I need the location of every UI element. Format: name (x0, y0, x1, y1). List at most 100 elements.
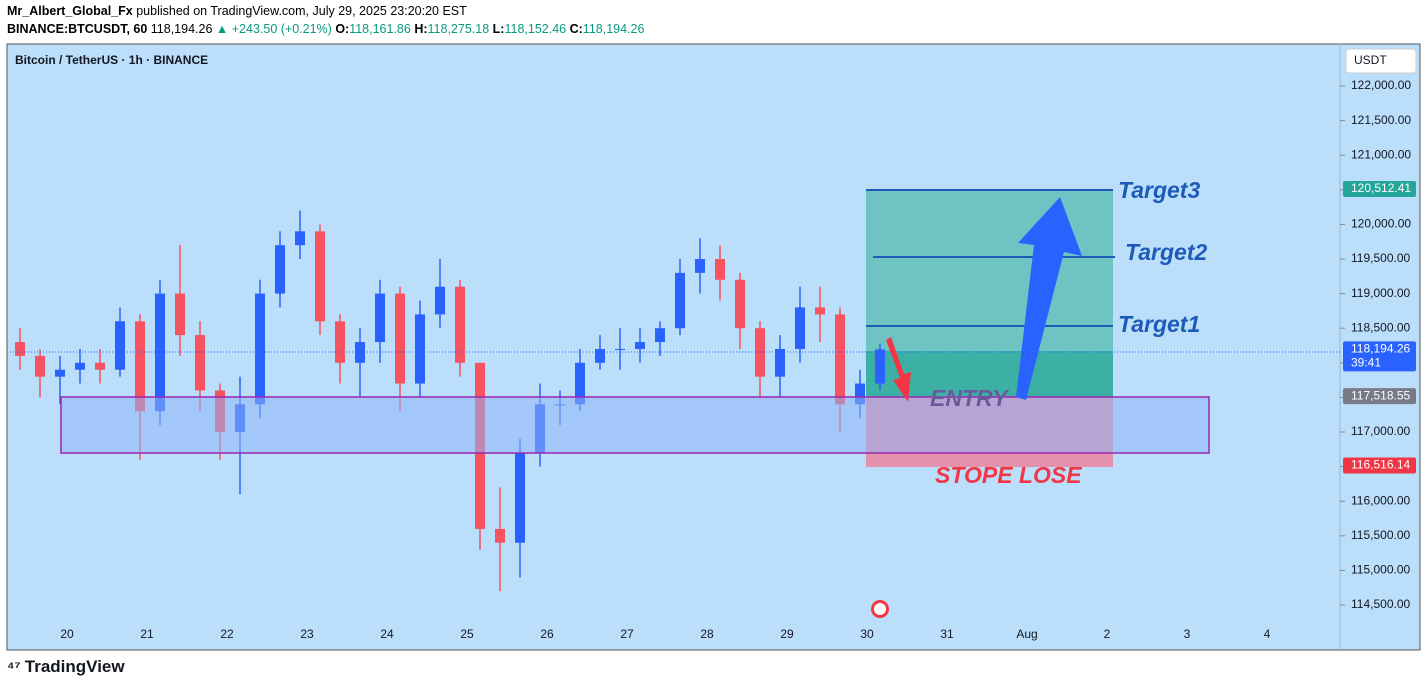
candle-body (595, 348, 605, 363)
y-tick-label: 115,500.00 (1351, 528, 1410, 542)
candle-body (335, 321, 345, 363)
x-tick-label: 29 (780, 627, 794, 641)
candle-body (35, 355, 45, 377)
candle-body (135, 321, 145, 412)
ohlc-value: 118,161.86 (349, 22, 411, 36)
x-tick-label: 26 (540, 627, 554, 641)
y-tick-label: 121,500.00 (1351, 113, 1411, 127)
symbol: BINANCE:BTCUSDT, 60 (7, 22, 147, 36)
price-tag (1343, 457, 1416, 474)
header-line: Mr_Albert_Global_Fx published on Trading… (7, 4, 467, 18)
candle-body (55, 369, 65, 377)
up-arrow (1016, 197, 1082, 400)
y-tick-label: 120,000.00 (1351, 217, 1411, 231)
price-tag-timer: 39:41 (1351, 356, 1381, 370)
candle-body (95, 362, 105, 370)
brand-logo: ⁴⁷ (7, 659, 25, 676)
ohlc-key: L: (493, 22, 505, 36)
price-tag-label: 120,512.41 (1351, 181, 1411, 195)
y-tick-label: 119,500.00 (1351, 251, 1410, 265)
currency: USDT (1354, 53, 1387, 67)
candle-body (855, 383, 865, 405)
candle-body (295, 231, 305, 246)
candle-body (675, 272, 685, 329)
candle-body (115, 321, 125, 370)
x-tick-label: 23 (300, 627, 314, 641)
x-tick-label: 27 (620, 627, 634, 641)
stop-label: STOPE LOSE (935, 462, 1082, 488)
event-icon-inner (874, 603, 886, 615)
ohlc-value: 118,152.46 (504, 22, 566, 36)
last-price: 118,194.26 (151, 22, 213, 36)
price-tag (1343, 180, 1416, 197)
symbol-line: BINANCE:BTCUSDT, 60 118,194.26 ▲ +243.50… (7, 22, 644, 36)
y-tick-label: 116,000.00 (1351, 493, 1410, 507)
candle-body (655, 328, 665, 343)
price-tag-label: 118,194.26 (1351, 342, 1410, 356)
x-tick-label: 2 (1104, 627, 1111, 641)
candle-body (615, 348, 625, 350)
candle-body (275, 245, 285, 294)
support-box (60, 396, 1210, 454)
y-tick-label: 114,500.00 (1351, 597, 1410, 611)
currency-box[interactable] (1345, 48, 1417, 74)
x-tick-label: 4 (1264, 627, 1271, 641)
entry-label: ENTRY (930, 385, 1010, 411)
x-tick-label: 21 (140, 627, 154, 641)
candle-body (455, 286, 465, 363)
candle-body (395, 293, 405, 384)
target3-label: Target3 (1118, 177, 1200, 203)
x-tick-label: 31 (940, 627, 954, 641)
ohlc-value: 118,275.18 (428, 22, 490, 36)
target1-label: Target1 (1118, 311, 1200, 337)
candle-body (815, 307, 825, 315)
chart-pane (6, 43, 1421, 651)
candle-body (415, 314, 425, 384)
candle-body (375, 293, 385, 343)
y-tick-label: 119,000.00 (1351, 286, 1410, 300)
candle-body (15, 342, 25, 356)
candle-body (775, 348, 785, 377)
price-tag-label: 116,516.14 (1351, 458, 1410, 472)
y-tick-label: 121,000.00 (1351, 147, 1411, 161)
candle-body (875, 349, 885, 384)
candle-body (515, 452, 525, 543)
candle-body (355, 342, 365, 363)
brand-name: TradingView (25, 657, 126, 676)
candle-body (195, 335, 205, 391)
target2-label: Target2 (1125, 239, 1207, 265)
ohlc-key: O: (335, 22, 349, 36)
x-tick-label: 20 (60, 627, 74, 641)
candle-body (495, 528, 505, 543)
ohlc-key: H: (414, 22, 427, 36)
change: ▲ +243.50 (+0.21%) (216, 22, 332, 36)
y-tick-label: 122,000.00 (1351, 78, 1411, 92)
candle-body (435, 286, 445, 315)
candle-body (315, 231, 325, 322)
x-tick-label: 24 (380, 627, 394, 641)
ohlc-key: C: (570, 22, 583, 36)
author: Mr_Albert_Global_Fx (7, 4, 133, 18)
candle-body (715, 259, 725, 280)
candle-body (255, 293, 265, 405)
brand: ⁴⁷ TradingView (7, 657, 125, 676)
candle-body (75, 362, 85, 370)
price-tag-label: 117,518.55 (1351, 388, 1410, 402)
candle-body (735, 279, 745, 329)
x-tick-label: 28 (700, 627, 714, 641)
y-tick-label: 118,500.00 (1351, 320, 1410, 334)
y-tick-label: 115,000.00 (1351, 563, 1410, 577)
ohlc-value: 118,194.26 (583, 22, 645, 36)
chart-title: Bitcoin / TetherUS · 1h · BINANCE (15, 53, 208, 67)
candle-body (175, 293, 185, 336)
x-tick-label: 30 (860, 627, 874, 641)
candle-body (795, 307, 805, 349)
x-tick-label: 25 (460, 627, 474, 641)
x-tick-label: 3 (1184, 627, 1191, 641)
candle-body (835, 314, 845, 405)
down-arrow (886, 337, 911, 402)
candle-body (695, 259, 705, 273)
y-tick-label: 117,000.00 (1351, 424, 1410, 438)
x-tick-label: Aug (1016, 627, 1037, 641)
